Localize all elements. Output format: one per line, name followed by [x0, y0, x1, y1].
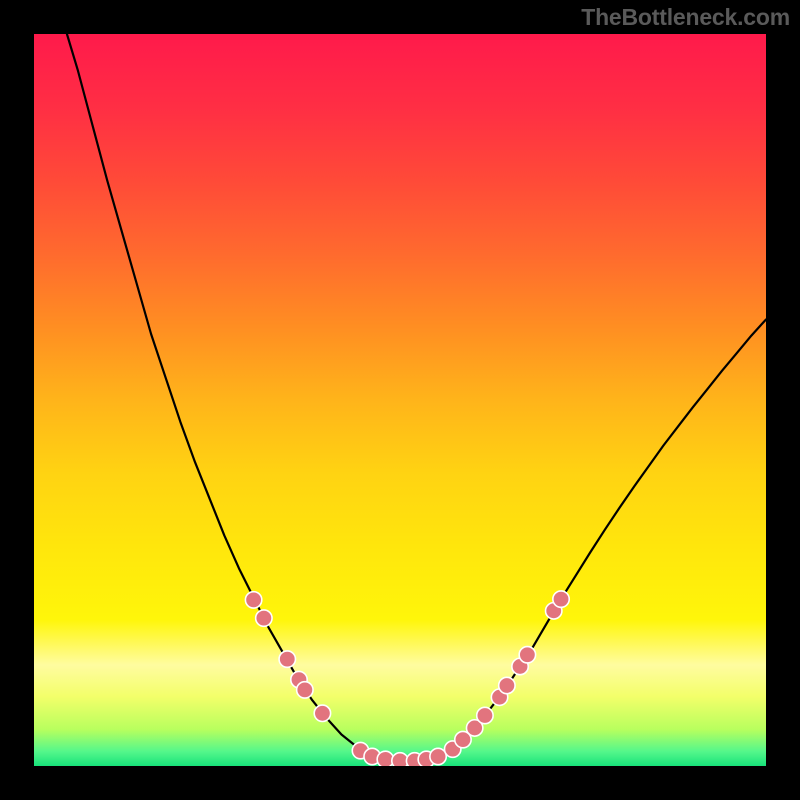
data-marker: [279, 651, 295, 667]
data-marker: [499, 677, 515, 693]
bottleneck-curve-line: [67, 34, 766, 761]
data-marker: [477, 707, 493, 723]
watermark-text: TheBottleneck.com: [581, 4, 790, 31]
data-marker: [245, 592, 261, 608]
data-marker: [392, 753, 408, 766]
data-marker: [519, 647, 535, 663]
data-marker: [430, 748, 446, 764]
data-marker: [297, 682, 313, 698]
data-marker: [377, 751, 393, 766]
bottleneck-curve-chart: [34, 34, 766, 766]
plot-area: [34, 34, 766, 766]
data-marker: [553, 591, 569, 607]
data-marker: [314, 705, 330, 721]
data-markers: [245, 591, 569, 766]
data-marker: [256, 610, 272, 626]
